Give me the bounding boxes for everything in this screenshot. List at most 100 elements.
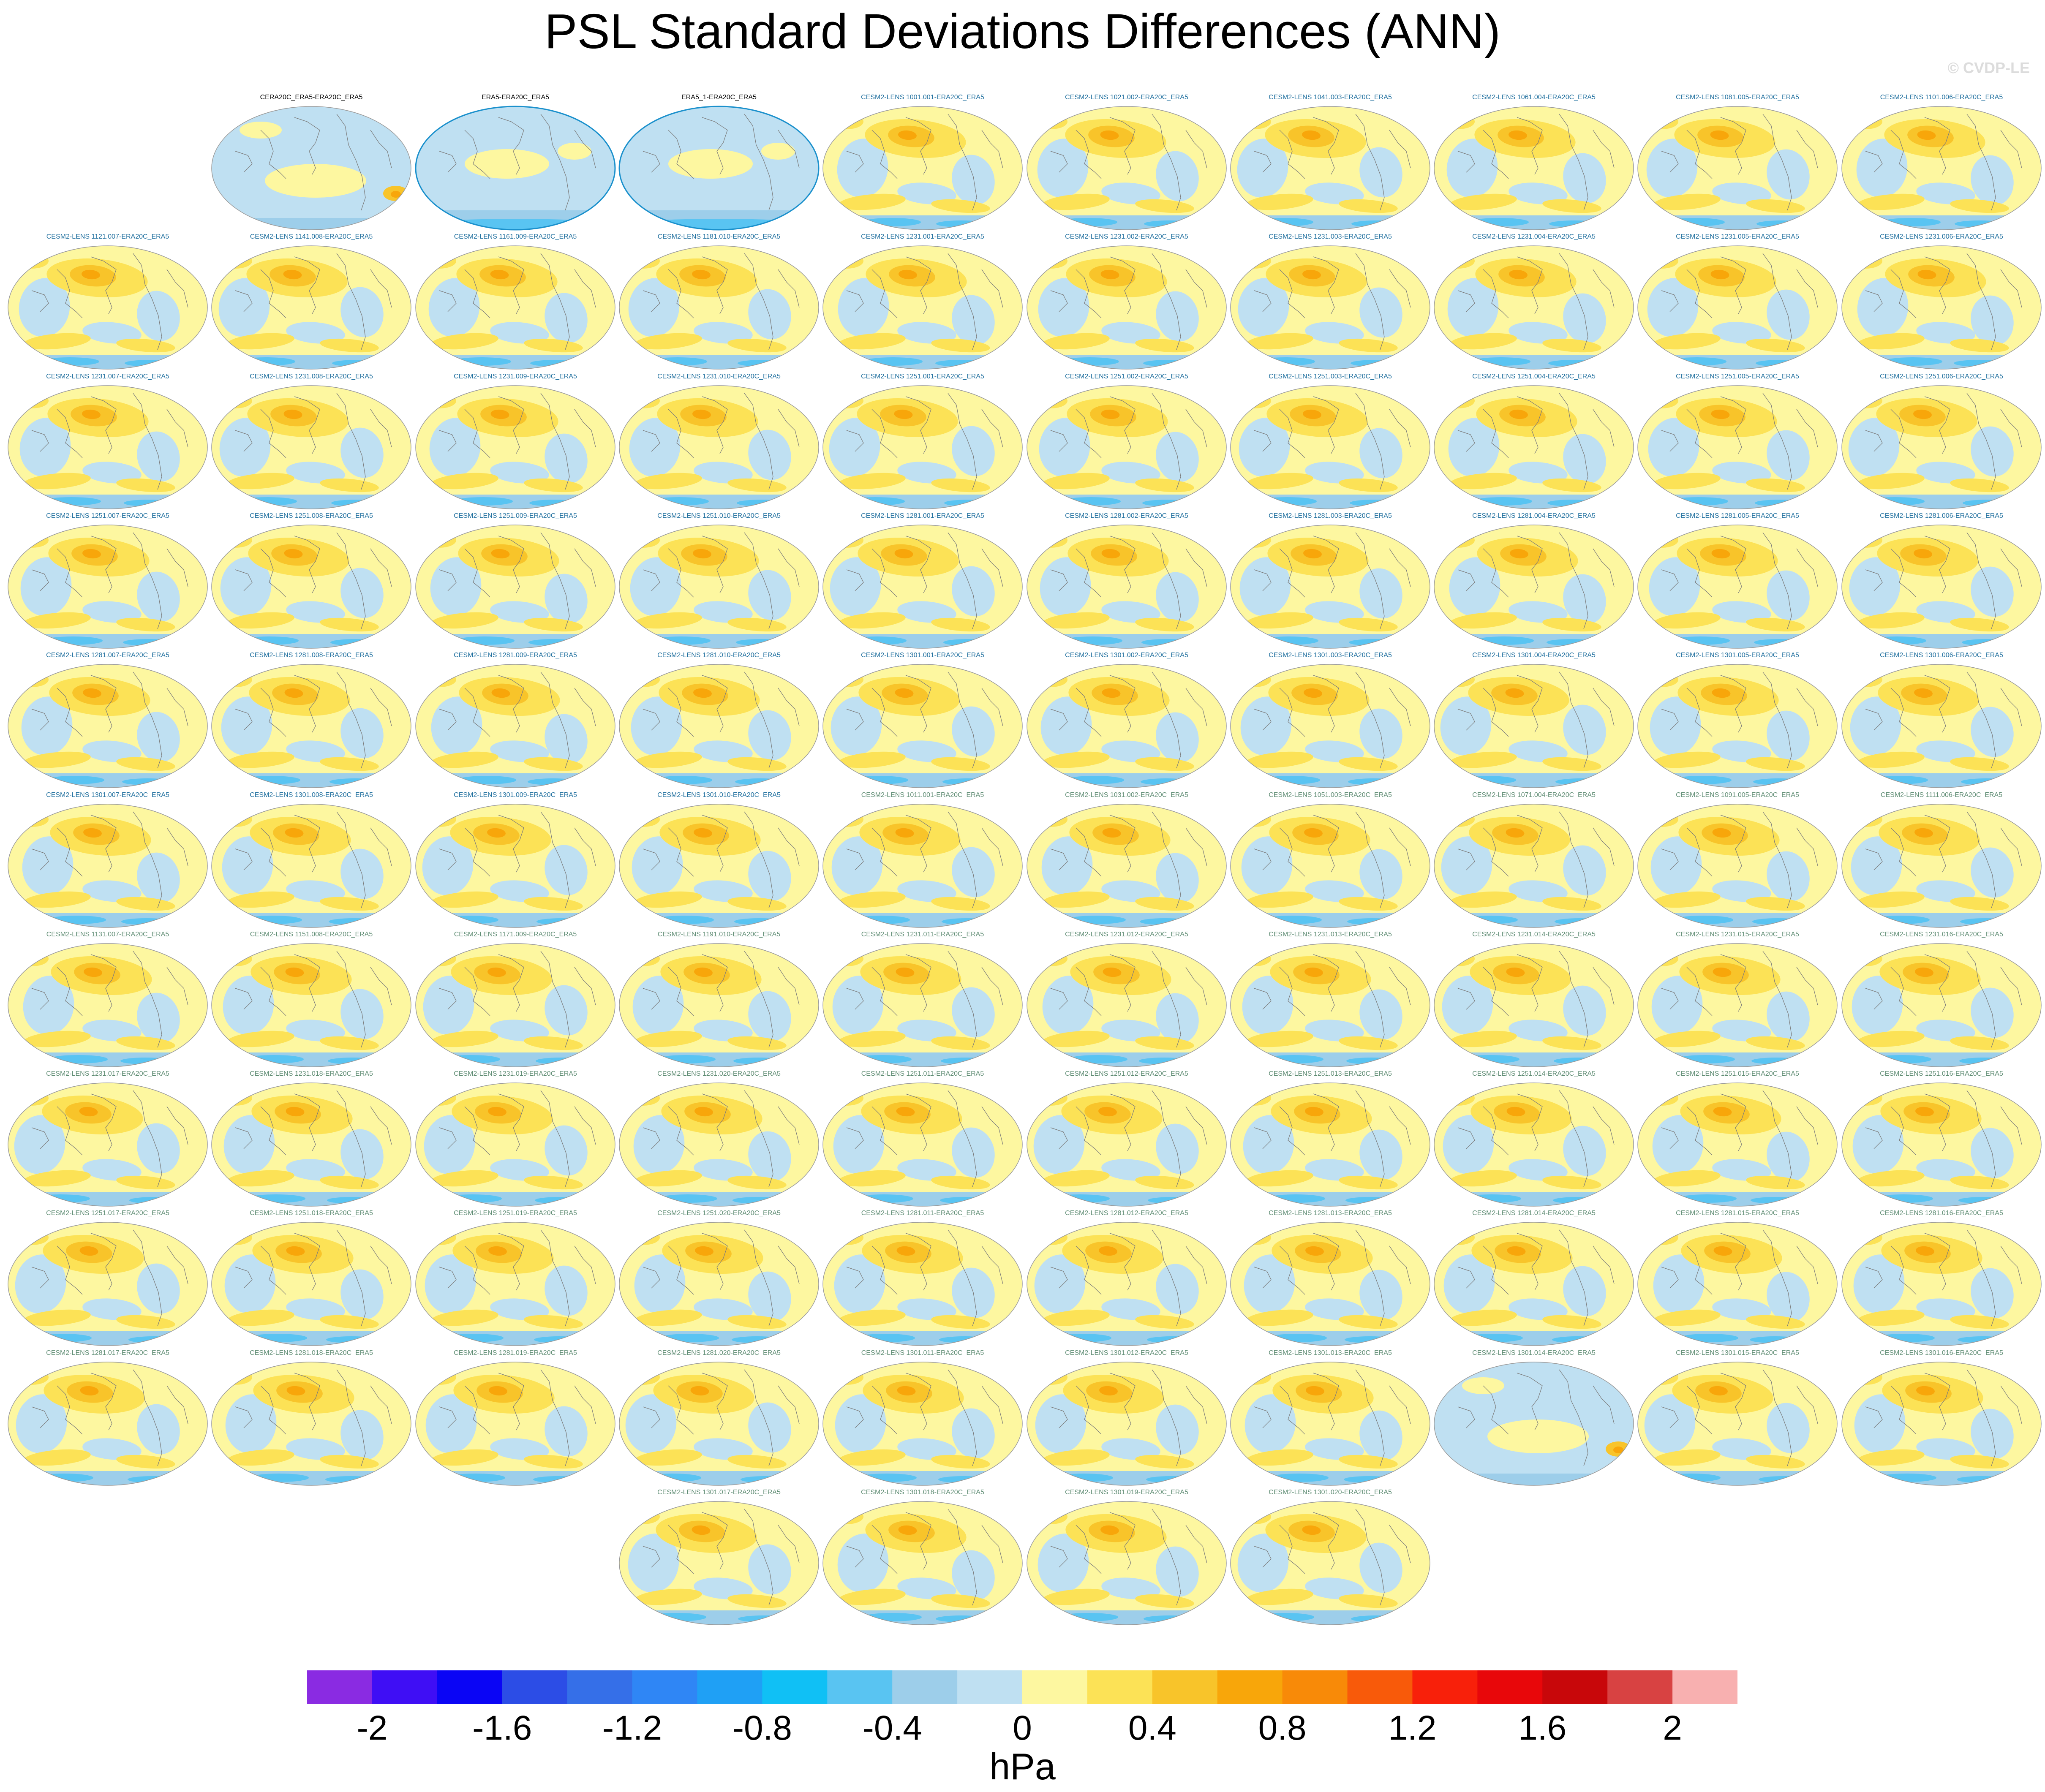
negative-anomaly-region [748, 289, 791, 340]
coastline [464, 688, 490, 737]
negative-anomaly-region [1038, 278, 1089, 337]
positive-anomaly-region [1237, 1230, 1271, 1245]
negative-anomaly-region [1345, 1336, 1395, 1343]
negative-anomaly-region [952, 847, 995, 897]
coastline [439, 1127, 457, 1149]
coastline [1483, 1385, 1509, 1435]
positive-anomaly-region [626, 533, 660, 548]
negative-anomaly-region [1239, 557, 1291, 616]
negative-anomaly-region [286, 1159, 345, 1181]
panel-label: CESM2-LENS 1131.007-ERA20C_ERA5 [46, 931, 169, 938]
coastline [948, 1509, 977, 1606]
coastline [370, 967, 392, 1006]
positive-anomaly-region [1849, 1230, 1882, 1245]
map-outline [1027, 1362, 1227, 1486]
negative-anomaly-region [897, 1159, 956, 1181]
panel-label: CESM2-LENS 1101.006-ERA20C_ERA5 [1880, 94, 2003, 101]
negative-anomaly-region [1650, 836, 1702, 895]
negative-anomaly-region [82, 1298, 142, 1320]
coastline [1796, 827, 1818, 866]
negative-anomaly-region [545, 985, 588, 1036]
positive-anomaly-region [1339, 1175, 1398, 1190]
negative-anomaly-region [835, 1394, 886, 1453]
coastline [133, 532, 162, 629]
map-outline [822, 1082, 1023, 1207]
panel-label: CESM2-LENS 1041.003-ERA20C_ERA5 [1269, 94, 1392, 101]
map-panel: CESM2-LENS 1301.008-ERA20C_ERA5 [210, 791, 413, 930]
southern-ocean-band [1434, 913, 1634, 927]
coastline [643, 848, 660, 870]
map-outline [1230, 1362, 1430, 1486]
coastline [1254, 430, 1272, 452]
negative-anomaly-region [545, 1125, 588, 1176]
positive-anomaly-region [1849, 1370, 1882, 1385]
coastline [1762, 1090, 1792, 1187]
positive-anomaly-region [694, 967, 713, 977]
positive-anomaly-region [1746, 897, 1805, 911]
colorbar-tick-label: -2 [357, 1709, 388, 1747]
positive-anomaly-region [1246, 333, 1313, 350]
negative-anomaly-region [1449, 557, 1500, 616]
positive-anomaly-region [488, 1246, 507, 1256]
negative-anomaly-region [128, 1476, 178, 1483]
positive-anomaly-region [1339, 1036, 1398, 1050]
coastline [1661, 1267, 1679, 1289]
panel-label: CESM2-LENS 1251.009-ERA20C_ERA5 [454, 512, 577, 519]
positive-anomaly-region [1509, 130, 1527, 140]
coastline [1076, 967, 1102, 1016]
positive-anomaly-region [895, 688, 914, 698]
coastline [1185, 409, 1207, 448]
coastline [1966, 1229, 1996, 1327]
map-panel: CESM2-LENS 1081.005-ERA20C_ERA5 [1636, 93, 1839, 232]
positive-anomaly-region [1034, 951, 1067, 966]
coastline [235, 151, 253, 173]
positive-anomaly-region [1135, 338, 1194, 353]
negative-anomaly-region [1156, 993, 1199, 1044]
panel-map [1230, 525, 1430, 649]
panel-map [211, 664, 411, 788]
panel-map [415, 385, 615, 509]
map-outline [1434, 664, 1634, 788]
map-panel: CESM2-LENS 1251.012-ERA20C_ERA5 [1025, 1069, 1228, 1209]
positive-anomaly-region [626, 1370, 660, 1385]
positive-anomaly-region [626, 1090, 660, 1106]
coastline [1355, 532, 1385, 629]
map-panel: CESM2-LENS 1281.010-ERA20C_ERA5 [617, 651, 821, 790]
southern-ocean-band [823, 1331, 1022, 1346]
positive-anomaly-region [727, 617, 787, 632]
coastline [574, 409, 596, 448]
negative-anomaly-region [128, 1336, 179, 1343]
coastline [1389, 1385, 1411, 1424]
southern-ocean-band [1638, 773, 1837, 788]
positive-anomaly-region [1306, 1386, 1324, 1396]
positive-anomaly-region [1917, 269, 1936, 280]
coastline [871, 967, 898, 1016]
positive-anomaly-region [634, 751, 702, 768]
negative-anomaly-region [694, 601, 753, 623]
coastline [1254, 290, 1272, 312]
positive-anomaly-region [1449, 1031, 1517, 1047]
negative-anomaly-region [1957, 1476, 2007, 1483]
positive-anomaly-region [285, 828, 304, 838]
coastline [574, 1245, 596, 1284]
southern-ocean-band [1842, 215, 2041, 230]
coastline [439, 1267, 457, 1289]
coastline [166, 1106, 188, 1145]
panel-map [8, 525, 208, 649]
coastline [498, 954, 524, 1012]
negative-anomaly-region [286, 1020, 345, 1041]
negative-anomaly-region [225, 1394, 277, 1453]
map-outline [415, 245, 615, 370]
panel-label: CESM2-LENS 1251.020-ERA20C_ERA5 [657, 1210, 781, 1217]
negative-anomaly-region [1237, 139, 1288, 198]
map-panel: CESM2-LENS 1301.018-ERA20C_ERA5 [821, 1488, 1024, 1627]
coastline [1865, 430, 1883, 452]
panel-map [1027, 245, 1227, 370]
southern-ocean-band [1231, 1471, 1430, 1485]
map-outline [1434, 525, 1634, 649]
positive-anomaly-region [1339, 1315, 1398, 1329]
positive-anomaly-region [1857, 333, 1925, 350]
positive-anomaly-region [931, 1455, 990, 1469]
coastline [31, 1267, 49, 1289]
coastline [1720, 117, 1746, 175]
